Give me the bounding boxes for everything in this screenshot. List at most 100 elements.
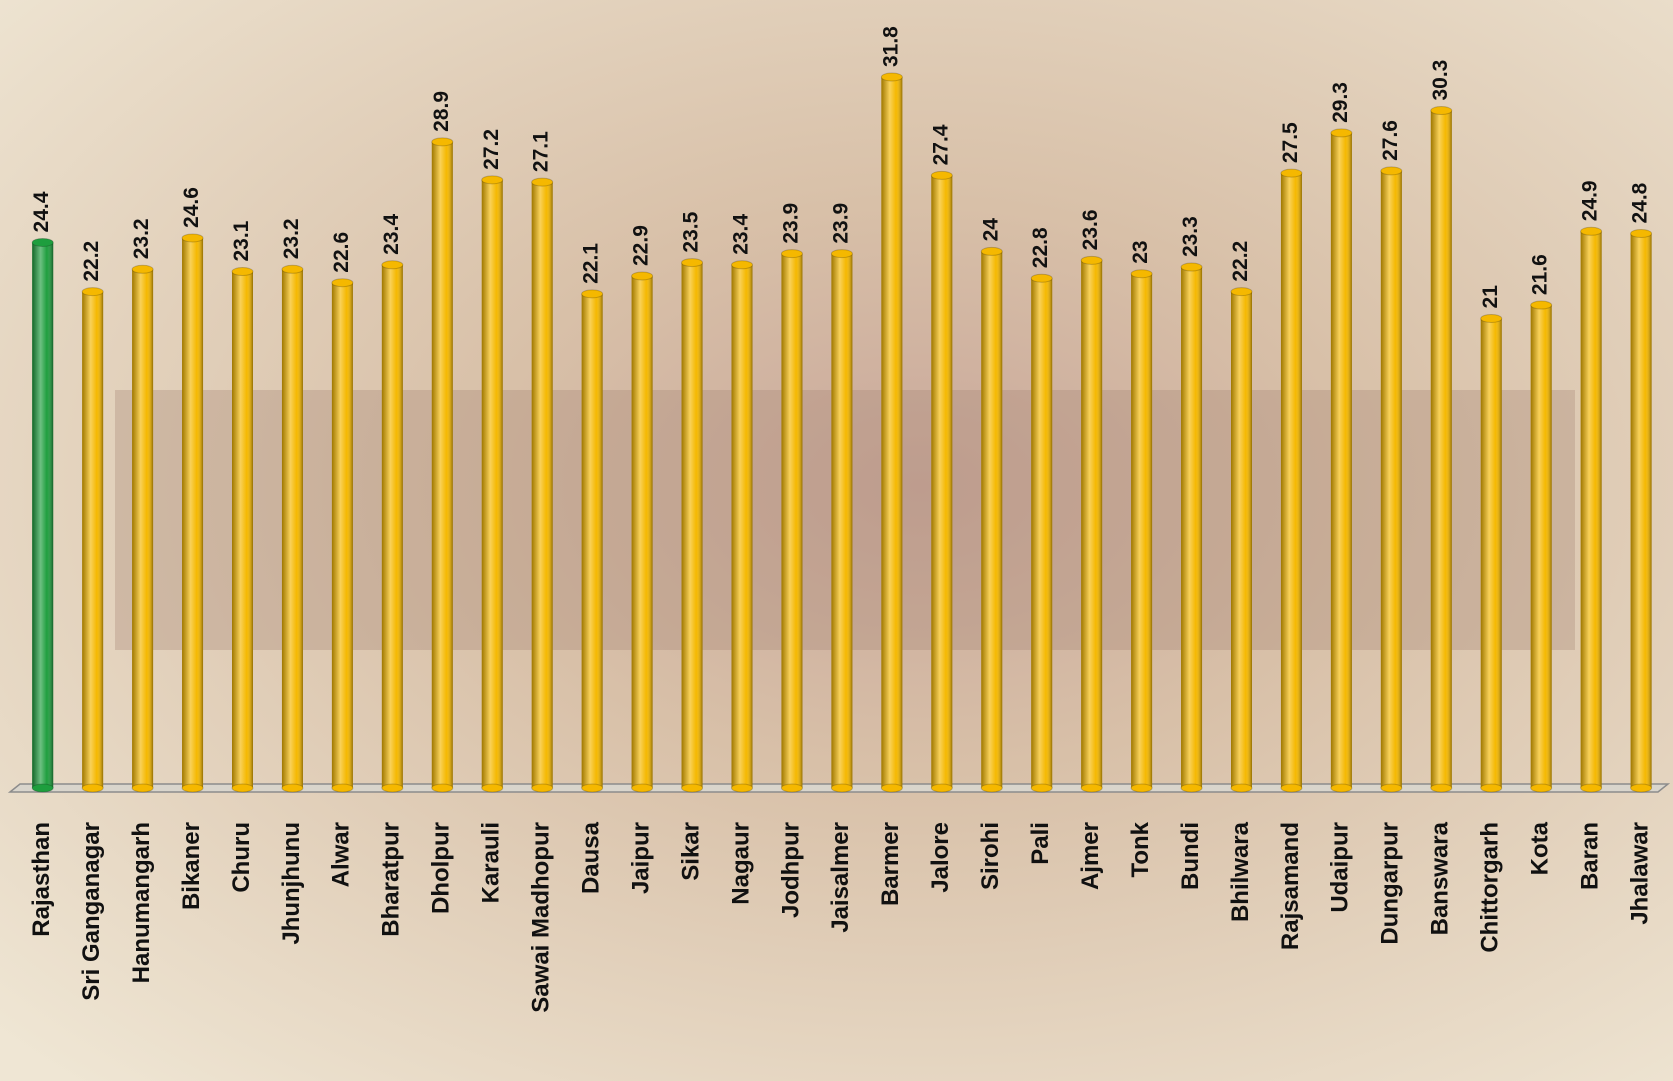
- value-label: 23: [1129, 240, 1152, 263]
- x-tick-label: Hanumangarh: [128, 822, 155, 983]
- bar-bottom: [780, 783, 803, 793]
- bar-top: [331, 278, 354, 288]
- bar-shade: [1380, 170, 1402, 789]
- bar-top: [381, 260, 404, 270]
- bar-top: [1030, 273, 1053, 283]
- bar-shade: [781, 253, 803, 788]
- bar-bottom: [980, 783, 1003, 793]
- x-tick-label: Churu: [228, 822, 255, 893]
- bar-top: [431, 137, 454, 147]
- bar-shade: [731, 264, 753, 789]
- x-tick-label: Bundi: [1177, 822, 1204, 890]
- value-label: 27.4: [929, 124, 952, 165]
- x-tick-label: Jaipur: [627, 822, 654, 894]
- value-label: 27.6: [1379, 120, 1402, 161]
- value-label: 23.6: [1079, 209, 1102, 250]
- bar-shade: [182, 237, 204, 788]
- x-tick-label: Bharatpur: [378, 822, 405, 937]
- bar-top: [631, 271, 654, 281]
- bar-bottom: [131, 783, 154, 793]
- bar-top: [1480, 313, 1503, 323]
- value-label: 23.2: [130, 218, 153, 259]
- x-tick-label: Alwar: [328, 822, 355, 887]
- bar-top: [1630, 229, 1653, 239]
- value-label: 23.4: [730, 214, 753, 255]
- bar-top: [1330, 128, 1353, 138]
- bar-shade: [1480, 318, 1502, 788]
- bar-bottom: [481, 783, 504, 793]
- bar-shade: [831, 253, 853, 788]
- bar-shade: [1081, 260, 1103, 789]
- x-tick-label: Baran: [1576, 822, 1603, 890]
- bar-bottom: [930, 783, 953, 793]
- bar-top: [1180, 262, 1203, 272]
- x-tick-label: Jalore: [927, 822, 954, 893]
- bar-shade: [331, 282, 353, 788]
- bar-bottom: [731, 783, 753, 793]
- bar-shade: [1580, 231, 1602, 789]
- x-tick-label: Jodhpur: [777, 822, 804, 918]
- bar-bottom: [1480, 783, 1503, 793]
- value-label: 22.8: [1029, 227, 1052, 268]
- bar-shade: [281, 269, 303, 788]
- x-tick-label: Bikaner: [178, 822, 205, 910]
- x-tick-label: Kota: [1527, 821, 1554, 875]
- bar-shade: [581, 293, 603, 788]
- bar-shade: [381, 264, 403, 789]
- bar-top: [930, 170, 953, 180]
- bar-shade: [681, 262, 703, 789]
- value-label: 23.1: [230, 220, 253, 261]
- value-label: 22.9: [630, 225, 653, 266]
- bar-shade: [82, 291, 104, 788]
- value-label: 24.4: [30, 191, 53, 232]
- bar-top: [531, 177, 554, 187]
- x-tick-label: Sikar: [677, 822, 704, 881]
- x-tick-label: Dholpur: [428, 822, 455, 914]
- x-tick-label: Banswara: [1427, 821, 1454, 935]
- bar-bottom: [331, 783, 354, 793]
- bar-shade: [1131, 273, 1153, 788]
- bar-top: [81, 287, 104, 297]
- bar-shade: [1280, 173, 1302, 789]
- bar-top: [1130, 269, 1153, 279]
- bar-shade: [981, 251, 1003, 788]
- x-tick-label: Rajasthan: [28, 822, 55, 937]
- bar-top: [980, 246, 1003, 256]
- value-label: 21.6: [1529, 254, 1552, 295]
- bar-shade: [1330, 132, 1352, 788]
- bar-shade: [32, 242, 54, 789]
- x-tick-label: Sawai Madhopur: [528, 822, 555, 1013]
- bar-top: [181, 233, 204, 243]
- bar-bottom: [631, 783, 654, 793]
- bar-bottom: [381, 783, 404, 793]
- x-tick-label: Nagaur: [727, 822, 754, 905]
- value-label: 28.9: [430, 91, 453, 132]
- bar-top: [1430, 106, 1453, 116]
- bar-top: [1580, 226, 1603, 236]
- value-label: 27.1: [530, 131, 553, 172]
- plot: 24.4 Rajasthan 22.2 Sri Ganganagar 23.2 Hanum…: [28, 26, 1653, 1013]
- bar-top: [830, 249, 853, 259]
- bar-shade: [1031, 278, 1053, 788]
- x-tick-label: Pali: [1027, 822, 1054, 865]
- bar-shade: [1430, 110, 1452, 789]
- bar-shade: [132, 269, 154, 788]
- bar-bottom: [1630, 783, 1653, 793]
- value-label: 23.5: [680, 211, 703, 252]
- x-tick-label: Dungarpur: [1377, 822, 1404, 945]
- value-label: 23.9: [779, 203, 802, 244]
- bar-bottom: [1080, 783, 1103, 793]
- bar-top: [731, 260, 753, 270]
- bar-bottom: [1280, 783, 1303, 793]
- bar-top: [1080, 255, 1103, 265]
- bar-shade: [481, 179, 503, 788]
- value-label: 29.3: [1329, 82, 1352, 123]
- bar-top: [581, 289, 604, 299]
- x-tick-label: Tonk: [1127, 821, 1154, 877]
- x-tick-label: Jhunjhunu: [278, 822, 305, 945]
- value-label: 22.2: [1229, 241, 1252, 282]
- bar-bottom: [281, 783, 304, 793]
- value-label: 24: [979, 218, 1002, 242]
